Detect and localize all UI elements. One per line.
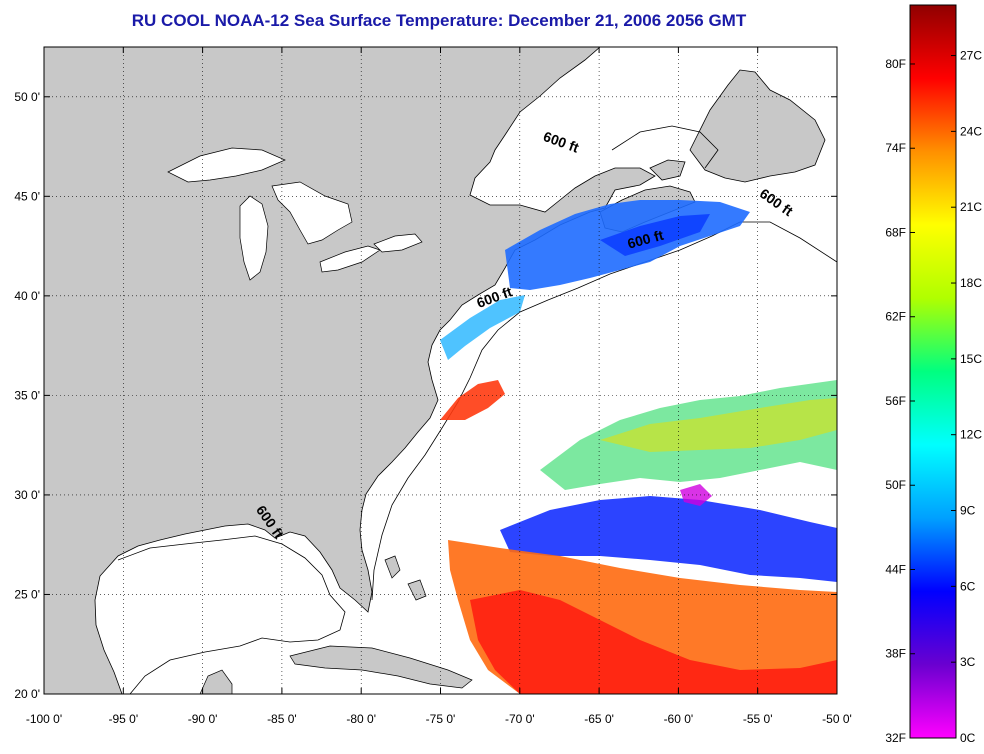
lat-tick-label-2: 30 0' — [14, 488, 40, 502]
cb-label-f-0: 80F — [885, 57, 906, 71]
cb-label-c-5: 12C — [960, 428, 982, 442]
land-north-america — [44, 47, 656, 694]
cb-label-f-2: 68F — [885, 225, 906, 239]
colorbar-ticks — [910, 55, 956, 739]
longitude-labels: -100 0' -95 0' -90 0' -85 0' -80 0' -75 0' -70… — [26, 712, 852, 726]
sst-open-ocean-yellow — [600, 398, 837, 452]
cb-label-c-2: 21C — [960, 200, 982, 214]
cb-label-c-6: 9C — [960, 504, 976, 518]
cb-label-c-7: 6C — [960, 579, 976, 593]
cb-label-f-8: 32F — [885, 731, 906, 745]
lat-tick-label-4: 40 0' — [14, 289, 40, 303]
cb-label-f-6: 44F — [885, 562, 906, 576]
colorbar-celsius-labels: 27C 24C 21C 18C 15C 12C 9C 6C 3C 0C — [960, 49, 982, 745]
lon-tick-label-8: -60 0' — [664, 712, 694, 726]
lon-tick-label-3: -85 0' — [267, 712, 297, 726]
sst-gulf-stream-north — [440, 380, 505, 420]
lon-tick-label-6: -70 0' — [505, 712, 535, 726]
axis-ticks — [43, 47, 838, 695]
latitude-labels: 20 0' 25 0' 30 0' 35 0' 40 0' 45 0' 50 0' — [14, 90, 40, 701]
lon-tick-label-7: -65 0' — [584, 712, 614, 726]
contour-labrador — [611, 125, 719, 169]
lon-tick-label-10: -50 0' — [822, 712, 852, 726]
sst-nova-scotia-shelf — [600, 214, 710, 256]
sst-mid-atlantic-shelf — [440, 295, 525, 360]
lon-tick-label-9: -55 0' — [743, 712, 773, 726]
sst-south-red — [470, 590, 837, 694]
sst-cold-band-blue — [500, 496, 837, 582]
lat-tick-label-3: 35 0' — [14, 388, 40, 402]
cb-label-f-5: 50F — [885, 478, 906, 492]
cb-label-c-0: 27C — [960, 49, 982, 63]
great-lakes — [167, 147, 423, 281]
cb-label-c-4: 15C — [960, 352, 982, 366]
lat-tick-label-0: 20 0' — [14, 687, 40, 701]
contour-gulf — [117, 535, 346, 694]
lon-tick-label-0: -100 0' — [26, 712, 62, 726]
cb-label-c-8: 3C — [960, 655, 976, 669]
lon-tick-label-2: -90 0' — [188, 712, 218, 726]
colorbar — [909, 4, 957, 739]
lat-tick-label-6: 50 0' — [14, 90, 40, 104]
colorbar-fahrenheit-labels: 80F 74F 68F 62F 56F 50F 44F 38F 32F — [885, 57, 906, 745]
lon-tick-label-4: -80 0' — [346, 712, 376, 726]
cb-label-c-9: 0C — [960, 731, 976, 745]
cb-label-c-1: 24C — [960, 124, 982, 138]
cb-label-f-7: 38F — [885, 647, 906, 661]
lat-tick-label-1: 25 0' — [14, 587, 40, 601]
cb-label-f-4: 56F — [885, 394, 906, 408]
sst-data — [440, 200, 837, 694]
lon-tick-label-5: -75 0' — [426, 712, 456, 726]
cb-label-f-3: 62F — [885, 310, 906, 324]
cb-label-c-3: 18C — [960, 276, 982, 290]
lat-tick-label-5: 45 0' — [14, 189, 40, 203]
cb-label-f-1: 74F — [885, 141, 906, 155]
lon-tick-label-1: -95 0' — [108, 712, 138, 726]
land-newfoundland — [689, 69, 826, 183]
map-grid — [44, 47, 837, 694]
map-area — [44, 47, 837, 694]
caribbean-islands — [199, 555, 473, 694]
map-title: RU COOL NOAA-12 Sea Surface Temperature:… — [131, 11, 747, 30]
land-cape-breton — [649, 159, 686, 181]
